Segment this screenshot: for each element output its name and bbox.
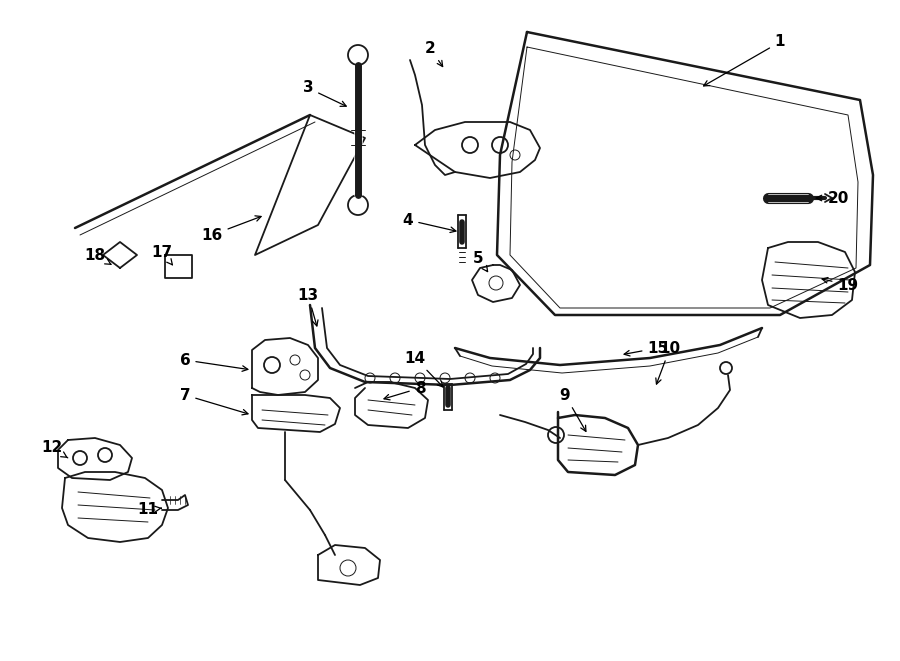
Text: 6: 6	[180, 352, 248, 371]
Text: 1: 1	[704, 34, 785, 86]
Text: 7: 7	[180, 387, 248, 415]
Text: 13: 13	[297, 288, 319, 326]
Text: 9: 9	[560, 387, 586, 432]
Text: 19: 19	[822, 278, 859, 293]
Text: 12: 12	[41, 440, 68, 458]
Text: 15: 15	[624, 340, 669, 356]
Text: 17: 17	[151, 245, 173, 265]
Text: 16: 16	[202, 216, 261, 243]
Text: 14: 14	[404, 350, 443, 387]
Text: 8: 8	[384, 381, 426, 400]
Text: 2: 2	[425, 40, 443, 67]
Text: 3: 3	[302, 81, 346, 106]
Text: 4: 4	[402, 212, 456, 233]
Text: 18: 18	[85, 247, 111, 264]
Text: 5: 5	[472, 251, 488, 272]
Text: 10: 10	[656, 340, 680, 384]
Text: 11: 11	[138, 502, 161, 518]
Text: 20: 20	[816, 190, 849, 206]
